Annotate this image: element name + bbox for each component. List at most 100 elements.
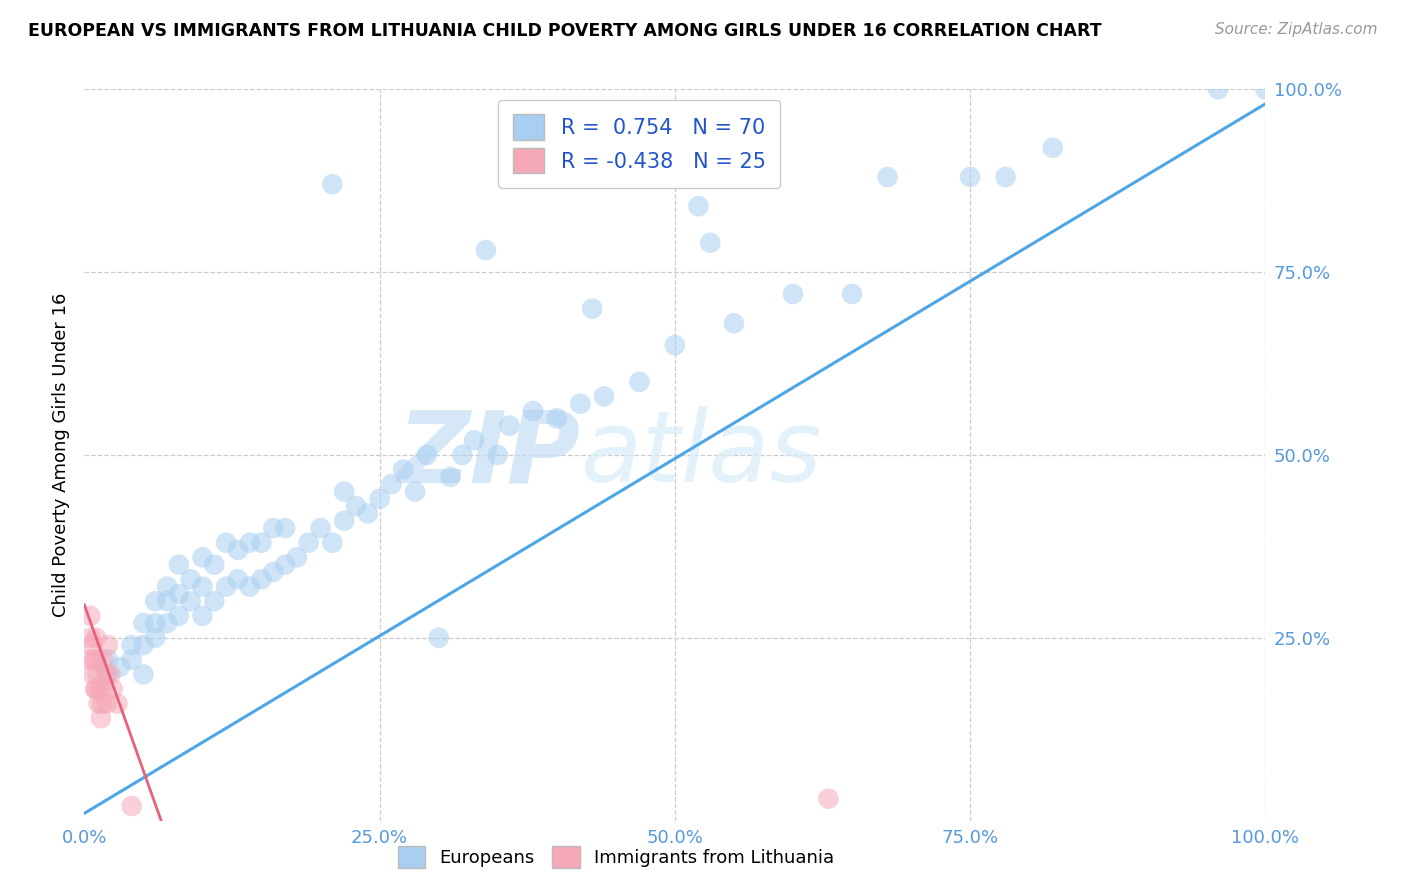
Point (357, 507, 380, 521)
Point (498, 418, 520, 433)
Point (180, 594, 202, 608)
Point (688, 199, 710, 213)
Point (239, 535, 262, 549)
Point (250, 535, 273, 549)
Point (250, 572, 273, 586)
Point (817, 791, 839, 805)
Point (79, 631, 101, 645)
Point (344, 499, 367, 513)
Point (699, 235, 721, 250)
Point (486, 448, 509, 462)
Point (82, 667, 104, 681)
Text: EUROPEAN VS IMMIGRANTS FROM LITHUANIA CHILD POVERTY AMONG GIRLS UNDER 16 CORRELA: EUROPEAN VS IMMIGRANTS FROM LITHUANIA CH… (28, 22, 1102, 40)
Point (167, 587, 190, 601)
Point (404, 484, 426, 499)
Point (546, 411, 568, 425)
Point (167, 558, 190, 572)
Point (274, 558, 297, 572)
Y-axis label: Child Poverty Among Girls Under 16: Child Poverty Among Girls Under 16 (52, 293, 70, 617)
Point (333, 514, 356, 528)
Point (121, 799, 143, 814)
Point (994, 169, 1017, 184)
Point (569, 397, 592, 411)
Point (96, 697, 118, 711)
Point (91, 653, 114, 667)
Point (121, 653, 143, 667)
Point (107, 697, 129, 711)
Point (215, 580, 238, 594)
Text: ZIP: ZIP (398, 407, 581, 503)
Point (132, 616, 155, 631)
Point (1254, 82, 1277, 96)
Point (226, 543, 249, 558)
Point (132, 638, 155, 652)
Point (522, 404, 544, 418)
Point (321, 535, 343, 549)
Point (167, 608, 190, 623)
Point (143, 616, 166, 631)
Point (86, 667, 108, 681)
Point (156, 594, 179, 608)
Point (156, 616, 179, 631)
Point (132, 667, 155, 681)
Text: atlas: atlas (581, 407, 823, 503)
Point (664, 338, 686, 352)
Point (321, 178, 343, 192)
Point (274, 521, 297, 535)
Point (262, 565, 284, 579)
Point (84, 681, 107, 696)
Point (84, 681, 107, 696)
Point (392, 462, 415, 476)
Point (83, 653, 105, 667)
Point (841, 287, 863, 301)
Point (262, 521, 284, 535)
Point (593, 389, 616, 403)
Point (226, 572, 249, 586)
Point (89, 681, 111, 696)
Point (82, 638, 104, 652)
Point (180, 572, 202, 586)
Point (368, 491, 391, 506)
Point (79, 653, 101, 667)
Point (782, 287, 804, 301)
Point (108, 660, 131, 674)
Point (191, 550, 214, 565)
Point (191, 580, 214, 594)
Text: Source: ZipAtlas.com: Source: ZipAtlas.com (1215, 22, 1378, 37)
Point (191, 608, 214, 623)
Point (202, 558, 225, 572)
Point (333, 484, 356, 499)
Point (1042, 141, 1064, 155)
Point (723, 316, 745, 330)
Point (202, 594, 225, 608)
Point (416, 448, 439, 462)
Legend: Europeans, Immigrants from Lithuania: Europeans, Immigrants from Lithuania (385, 834, 846, 881)
Point (94, 667, 117, 681)
Point (156, 580, 179, 594)
Point (143, 594, 166, 608)
Point (87, 697, 110, 711)
Point (91, 681, 114, 696)
Point (427, 631, 450, 645)
Point (1206, 82, 1229, 96)
Point (84, 653, 107, 667)
Point (143, 631, 166, 645)
Point (97, 638, 120, 652)
Point (298, 535, 321, 549)
Point (101, 681, 124, 696)
Point (628, 375, 651, 389)
Point (439, 470, 461, 484)
Point (79, 608, 101, 623)
Point (90, 711, 112, 725)
Point (959, 169, 981, 184)
Point (451, 448, 474, 462)
Point (380, 477, 402, 491)
Point (97, 667, 120, 681)
Point (121, 638, 143, 652)
Point (285, 550, 308, 565)
Point (84, 631, 107, 645)
Point (463, 434, 485, 448)
Point (581, 301, 603, 316)
Point (309, 521, 332, 535)
Point (475, 243, 498, 257)
